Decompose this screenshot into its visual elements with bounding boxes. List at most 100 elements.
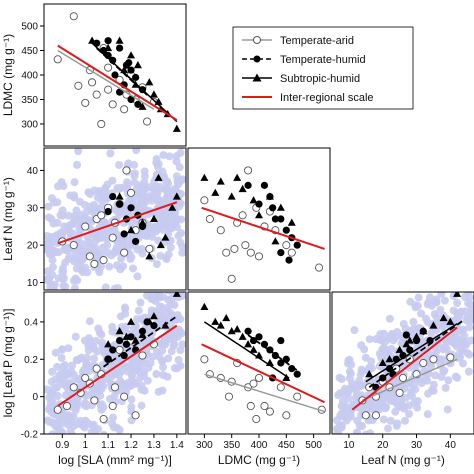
point-subtropic: [429, 321, 438, 329]
background-point: [71, 332, 80, 341]
background-point: [334, 450, 342, 458]
point-subtropic: [104, 340, 113, 348]
point-subtropic: [211, 317, 220, 325]
background-point: [101, 283, 110, 290]
background-point: [154, 159, 163, 168]
background-point: [428, 385, 437, 394]
background-point: [105, 262, 114, 271]
point-subtropic: [222, 313, 231, 322]
point-arid: [395, 388, 404, 397]
background-point: [71, 247, 80, 256]
background-point: [105, 394, 114, 403]
background-point: [85, 366, 94, 375]
background-point: [335, 373, 344, 382]
plot-area-sla-leafp: [44, 279, 186, 474]
background-point: [146, 358, 155, 367]
background-point: [115, 425, 124, 434]
background-point: [173, 178, 182, 187]
background-point: [95, 229, 104, 238]
background-point: [57, 345, 66, 354]
x-tick-label: 20: [377, 440, 389, 451]
point-arid: [371, 411, 381, 420]
x-axis-label: log [SLA (mm² mg⁻¹)]: [58, 453, 172, 467]
point-subtropic: [115, 36, 124, 44]
point-humid: [134, 100, 142, 108]
background-point: [129, 264, 138, 273]
point-humid: [277, 336, 285, 345]
legend-label-humid: Temperate-humid: [280, 54, 366, 66]
point-arid: [246, 401, 255, 411]
background-point: [177, 215, 186, 224]
point-arid: [260, 401, 269, 411]
background-point: [379, 415, 388, 424]
background-point: [169, 334, 178, 343]
point-arid: [126, 188, 136, 197]
background-point: [440, 366, 449, 375]
background-point: [131, 378, 140, 387]
background-point: [47, 444, 55, 452]
background-point: [392, 421, 401, 430]
background-point: [44, 405, 53, 414]
background-point: [88, 421, 97, 430]
background-point: [68, 361, 77, 370]
background-point: [159, 279, 167, 287]
point-subtropic: [385, 355, 394, 363]
background-point: [450, 339, 459, 348]
point-humid: [115, 336, 124, 345]
fit-line-subtropic: [203, 321, 290, 379]
plot-area-sla-leafn: [44, 148, 186, 290]
background-point: [382, 336, 391, 345]
point-humid: [244, 181, 252, 189]
background-point: [357, 365, 366, 374]
panel-ldmc-leafp: 300 350 400 450 500 LDMC (mg g⁻¹): [187, 291, 331, 467]
background-point: [54, 469, 62, 474]
y-axis-label: log [Leaf P (mg g⁻¹)]: [1, 309, 15, 418]
background-point: [153, 210, 162, 219]
background-point: [111, 370, 120, 379]
background-point: [464, 284, 472, 292]
point-arid: [282, 411, 291, 420]
background-point: [437, 372, 446, 381]
fit-line-humid: [368, 319, 465, 389]
background-point: [59, 273, 68, 282]
point-humid: [385, 365, 394, 373]
point-subtropic: [405, 336, 414, 344]
background-point: [137, 401, 146, 410]
background-point: [71, 274, 80, 283]
background-point: [81, 400, 90, 409]
point-arid: [90, 396, 99, 405]
point-subtropic: [138, 218, 147, 226]
point-humid: [249, 336, 258, 345]
point-subtropic: [138, 102, 147, 110]
point-arid: [361, 411, 370, 420]
background-point: [376, 330, 385, 339]
fit-line-inter: [351, 326, 458, 411]
point-subtropic: [161, 233, 170, 241]
background-point: [435, 355, 444, 364]
background-point: [53, 392, 62, 401]
point-humid: [406, 346, 414, 354]
background-point: [423, 271, 431, 279]
point-arid: [244, 166, 253, 175]
background-point: [356, 438, 364, 446]
background-point: [451, 278, 459, 286]
background-point: [465, 275, 473, 283]
point-subtropic: [168, 203, 177, 211]
background-point: [48, 430, 57, 434]
legend: Temperate-arid Temperate-humid Subtropic…: [232, 26, 414, 110]
background-point: [385, 314, 394, 323]
background-point: [154, 198, 163, 207]
point-subtropic: [149, 214, 158, 222]
legend-entry-humid: Temperate-humid: [242, 54, 366, 66]
point-arid: [131, 411, 140, 420]
point-arid: [398, 373, 408, 382]
background-point: [99, 430, 108, 434]
point-subtropic: [216, 177, 225, 185]
background-point: [399, 445, 407, 453]
background-point: [133, 245, 142, 254]
background-point: [174, 231, 183, 240]
background-point: [121, 205, 130, 214]
background-point: [66, 228, 75, 237]
background-point: [459, 359, 468, 368]
